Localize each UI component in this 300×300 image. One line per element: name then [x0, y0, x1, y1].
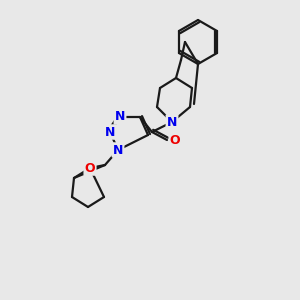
Text: N: N — [105, 125, 115, 139]
Text: O: O — [170, 134, 180, 146]
Text: N: N — [167, 116, 177, 128]
Text: N: N — [115, 110, 125, 124]
Text: N: N — [113, 143, 123, 157]
Text: O: O — [85, 161, 95, 175]
